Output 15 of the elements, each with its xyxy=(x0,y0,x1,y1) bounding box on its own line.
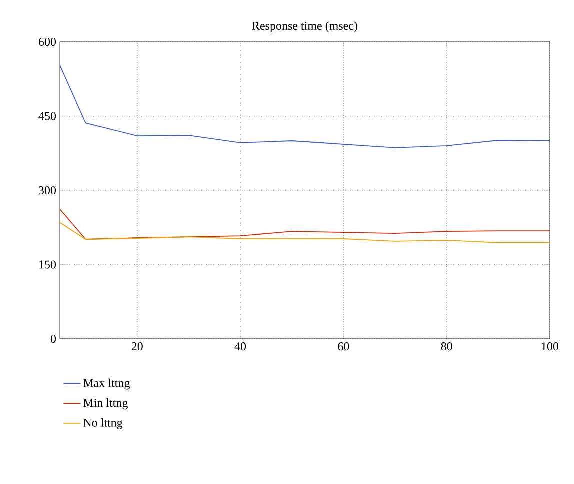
legend-label: No lttng xyxy=(84,418,123,430)
chart-title: Response time (msec) xyxy=(252,22,358,32)
legend-label: Min lttng xyxy=(84,398,128,410)
y-tick-label: 150 xyxy=(40,260,56,269)
legend-label: Max lttng xyxy=(84,378,130,390)
y-tick-label: 600 xyxy=(38,38,56,46)
x-tick-label: 60 xyxy=(338,342,350,351)
y-tick-label: 300 xyxy=(39,186,56,195)
y-tick-label: 450 xyxy=(38,112,56,120)
y-tick-label: 0 xyxy=(50,334,56,344)
x-tick-label: 20 xyxy=(132,342,143,351)
line-series xyxy=(60,208,550,240)
x-tick-label: 100 xyxy=(542,342,559,351)
x-tick-label: 40 xyxy=(234,342,246,351)
x-tick-label: 80 xyxy=(441,342,452,351)
